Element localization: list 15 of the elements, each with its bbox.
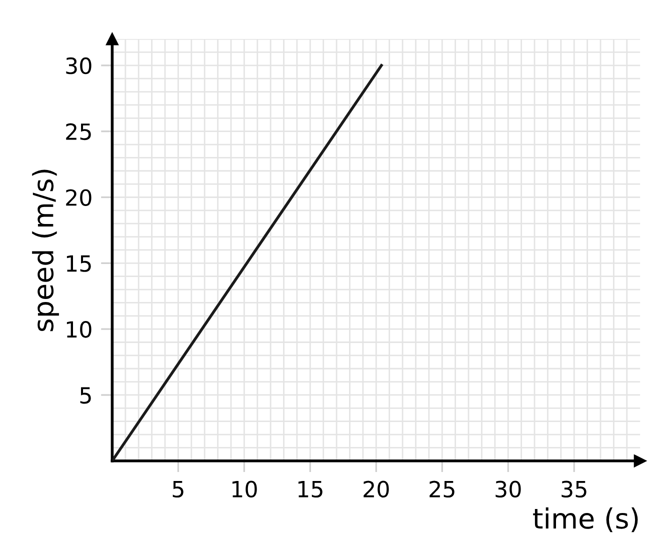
x-tick-label: 15	[298, 481, 322, 498]
x-tick-label: 35	[562, 480, 586, 498]
x-tick-label: 30	[496, 480, 521, 498]
x-tick-label: 20	[364, 480, 389, 498]
y-tick-label: 15	[66, 255, 91, 272]
x-tick-label: 25	[430, 480, 454, 498]
y-tick-label: 30	[66, 57, 92, 74]
x-tick-label: 5	[172, 481, 184, 498]
y-tick-label: 25	[66, 123, 91, 140]
y-tick-label: 20	[66, 189, 92, 206]
y-tick-label: 5	[80, 387, 91, 404]
y-tick-label: 10	[66, 321, 92, 338]
y-axis-title: speed (m/s)	[32, 170, 59, 332]
x-tick-label: 10	[232, 480, 257, 498]
x-axis-title: time (s)	[533, 507, 638, 532]
